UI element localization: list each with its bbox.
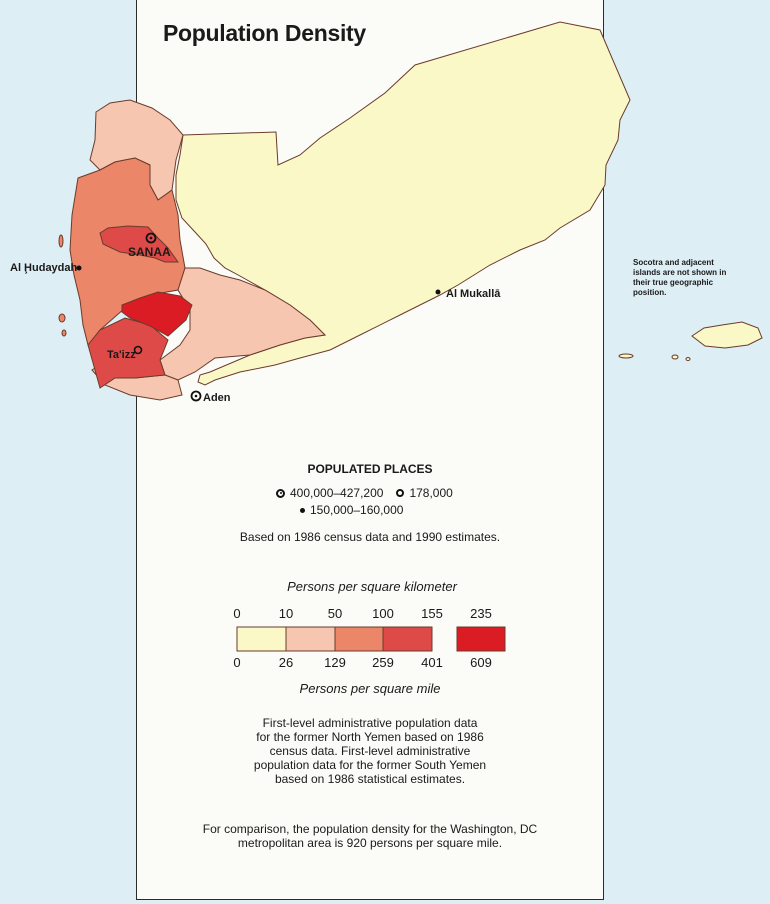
legend-source-note: Based on 1986 census data and 1990 estim… (239, 530, 501, 544)
symbol-aden (190, 390, 202, 402)
symbol-taizz (133, 345, 143, 355)
symbol-hudaydah (76, 265, 82, 271)
comparison-note: For comparison, the population density f… (203, 822, 537, 850)
legend-populated-places-title: POPULATED PLACES (307, 462, 433, 476)
legend-swatch-235 (456, 626, 506, 652)
comparison-note-line: For comparison, the population density f… (202, 822, 538, 836)
comparison-note-line: metropolitan area is 920 persons per squ… (237, 836, 503, 850)
island-small-3 (685, 357, 691, 361)
label-aden: Aden (203, 392, 231, 404)
mi-tick-3: 259 (372, 655, 394, 670)
city-ring-symbol-icon (396, 489, 405, 497)
mi-tick-4: 401 (421, 655, 443, 670)
capital-symbol-icon (276, 488, 285, 498)
region-east (175, 21, 631, 386)
island-small-2 (671, 354, 679, 360)
km-tick-3: 100 (372, 606, 394, 621)
mi-tick-1: 26 (278, 655, 294, 670)
mi-tick-0: 0 (233, 655, 241, 670)
legend-class-large: 400,000–427,200 (290, 486, 384, 500)
admin-note-line: population data for the former South Yem… (253, 758, 487, 772)
island-red-sea-2 (61, 329, 67, 337)
socotra-note: Socotra and adjacent islands are not sho… (633, 258, 727, 297)
admin-note-line: for the former North Yemen based on 1986 (256, 730, 484, 744)
legend-swatch-0-10 (236, 626, 287, 652)
mi-tick-2: 129 (324, 655, 346, 670)
legend-swatch-10-50 (285, 626, 336, 652)
admin-note-line: First-level administrative population da… (262, 716, 478, 730)
symbol-sanaa (145, 232, 157, 244)
admin-note-line: census data. First-level administrative (269, 744, 471, 758)
label-mukalla: Al Mukallā (446, 288, 501, 300)
legend-km-label: Persons per square kilometer (287, 579, 457, 594)
legend-row-large: 400,000–427,200 178,000 (276, 486, 453, 500)
island-socotra (691, 321, 763, 349)
legend-swatch-50-100 (334, 626, 384, 652)
km-tick-4: 155 (421, 606, 443, 621)
km-tick-2: 50 (327, 606, 343, 621)
mi-tick-5: 609 (470, 655, 492, 670)
label-taizz: Ta'izz (107, 349, 136, 361)
legend-row-small: 150,000–160,000 (300, 503, 403, 517)
legend-swatch-100-155 (382, 626, 433, 652)
admin-note: First-level administrative population da… (254, 716, 486, 786)
km-tick-0: 0 (233, 606, 241, 621)
map-title: Population Density (163, 20, 366, 46)
island-kamaran (58, 234, 64, 248)
label-hudaydah: Al Ḩudaydah (10, 262, 78, 274)
km-tick-5: 235 (470, 606, 492, 621)
legend-mi-label: Persons per square mile (299, 681, 441, 696)
region-taizz (87, 317, 169, 389)
legend-class-small: 150,000–160,000 (310, 503, 404, 517)
legend-class-medium: 178,000 (409, 486, 453, 500)
island-small-1 (618, 353, 634, 359)
island-red-sea-1 (58, 313, 66, 323)
region-south-belt (159, 267, 327, 381)
km-tick-1: 10 (278, 606, 294, 621)
symbol-mukalla (435, 289, 441, 295)
label-sanaa: SANAA (128, 245, 171, 259)
region-sanaa (99, 225, 179, 263)
city-dot-symbol-icon (300, 507, 305, 513)
region-highest (121, 291, 193, 337)
admin-note-line: based on 1986 statistical estimates. (274, 772, 466, 786)
